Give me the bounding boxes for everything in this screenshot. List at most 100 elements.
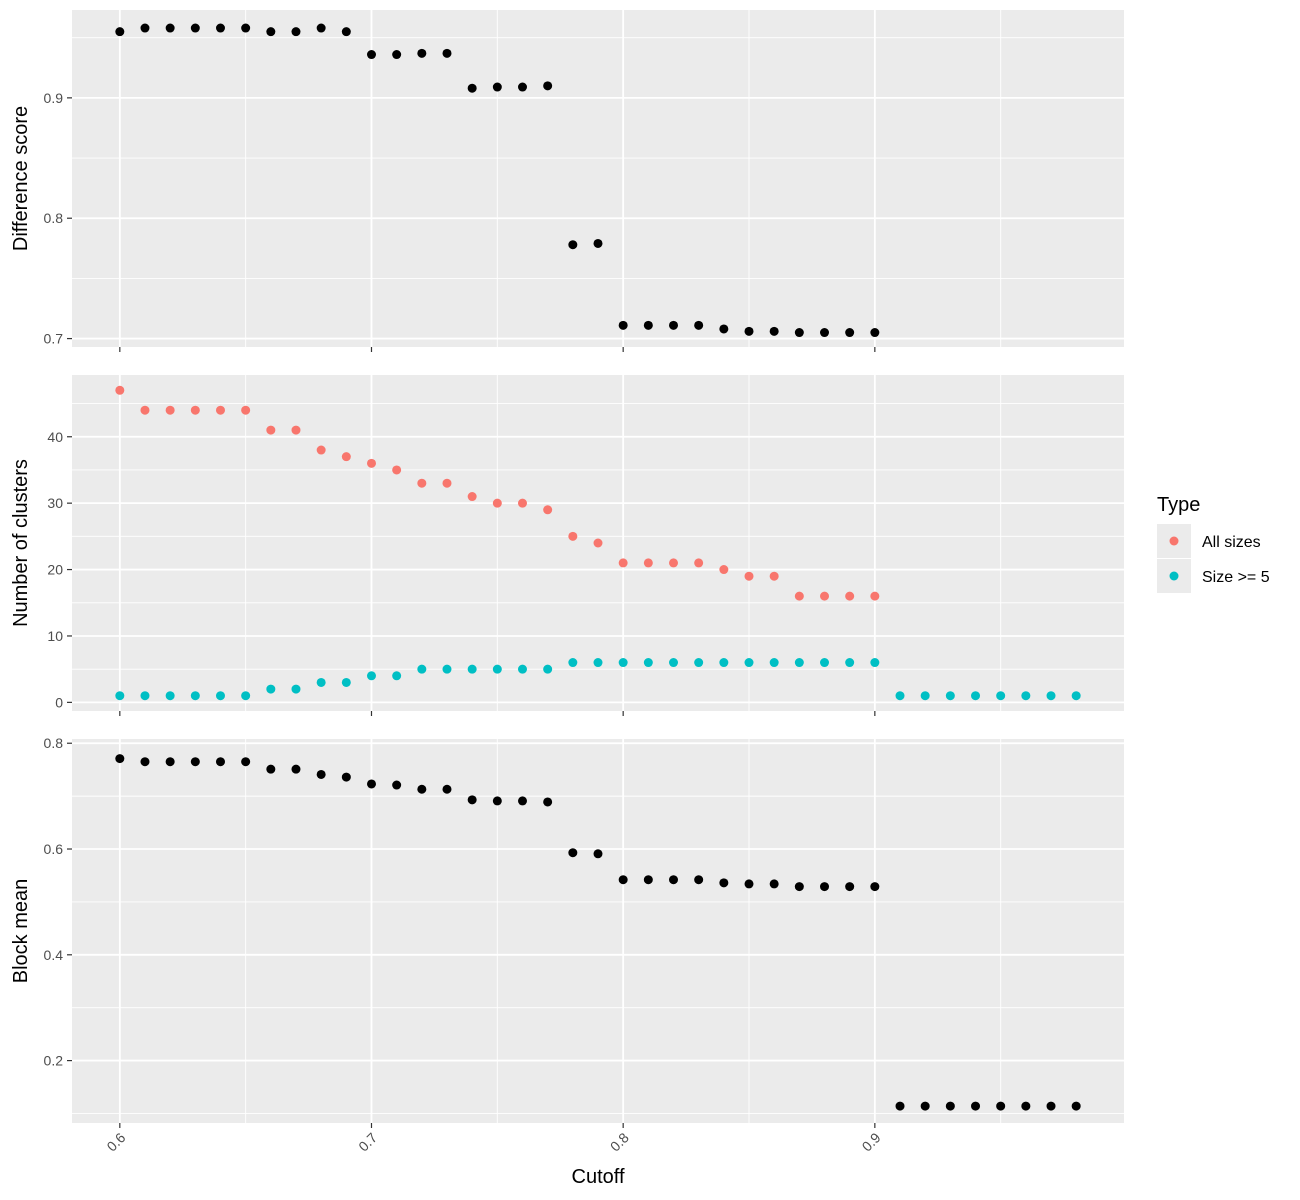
y-tick-label: 0 [55,694,63,710]
legend-label-size-5: Size >= 5 [1202,569,1270,586]
panel-blockmean: 0.2 0.4 0.6 0.8 Block mean [10,735,1124,1128]
data-point [669,658,679,668]
data-point [1021,691,1031,701]
data-point [517,498,527,508]
data-point [920,691,930,701]
data-point [140,757,150,767]
data-point [115,754,125,764]
data-point [467,492,477,502]
data-point [794,882,804,892]
data-point [291,684,301,694]
data-point [794,591,804,601]
y-tick-label: 0.2 [44,1053,64,1069]
data-point [417,478,427,488]
data-point [316,769,326,779]
data-point [593,538,603,548]
y-axis-label-clusters: Number of clusters [10,459,32,627]
data-point [215,757,225,767]
legend-label-all-sizes: All sizes [1202,534,1261,551]
data-point [392,50,402,60]
legend-key-all-sizes-icon [1169,536,1179,546]
y-tick-label: 0.8 [44,735,64,751]
data-point [593,658,603,668]
series-clusters-1 [115,658,1081,701]
data-point [165,757,175,767]
data-point [266,27,276,37]
data-point [517,796,527,806]
data-point [115,691,125,701]
data-point [341,27,351,37]
data-point [870,658,880,668]
data-point [971,691,981,701]
data-point [744,879,754,889]
data-point [669,558,679,568]
series-blockmean-0 [115,754,1081,1111]
data-point [593,238,603,248]
data-point [694,320,704,330]
data-point [517,664,527,674]
data-point [1046,1101,1056,1111]
data-point [769,879,779,889]
data-point [845,658,855,668]
series-difference-0 [115,23,880,338]
data-point [820,328,830,338]
data-point [341,677,351,687]
data-point [643,320,653,330]
data-point [417,664,427,674]
data-point [442,478,452,488]
panel-background [72,739,1124,1123]
data-point [115,385,125,395]
data-point [291,27,301,37]
data-point [215,23,225,33]
data-point [442,48,452,58]
x-tick-label: 0.9 [859,1129,884,1154]
data-point [115,27,125,37]
data-point [215,691,225,701]
data-point [316,445,326,455]
data-point [165,405,175,415]
data-point [694,875,704,885]
data-point [241,405,251,415]
legend: Type All sizes Size >= 5 [1157,494,1270,593]
data-point [266,684,276,694]
data-point [190,757,200,767]
data-point [694,558,704,568]
data-point [392,671,402,681]
data-point [945,1101,955,1111]
data-point [140,405,150,415]
panel-difference: 0.7 0.8 0.9 Difference score [10,10,1124,352]
data-point [643,558,653,568]
data-point [643,658,653,668]
data-point [316,677,326,687]
data-point [266,764,276,774]
y-tick-label: 0.8 [44,210,64,226]
data-point [744,658,754,668]
data-point [417,48,427,58]
y-tick-label: 10 [47,628,63,644]
data-point [215,405,225,415]
data-point [1046,691,1056,701]
data-point [417,784,427,794]
data-point [618,320,628,330]
y-tick-label: 40 [47,429,63,445]
y-axis-label-blockmean: Block mean [10,879,32,984]
data-point [442,664,452,674]
data-point [618,658,628,668]
data-point [618,558,628,568]
data-point [996,1101,1006,1111]
y-tick-label: 20 [47,562,63,578]
data-point [366,458,376,468]
data-point [870,882,880,892]
data-point [543,505,553,515]
data-point [291,764,301,774]
data-point [140,23,150,33]
data-point [291,425,301,435]
data-point [492,498,502,508]
data-point [719,565,729,575]
data-point [316,23,326,33]
x-axis-label: Cutoff [572,1166,625,1188]
data-point [366,50,376,60]
data-point [669,320,679,330]
data-point [241,23,251,33]
